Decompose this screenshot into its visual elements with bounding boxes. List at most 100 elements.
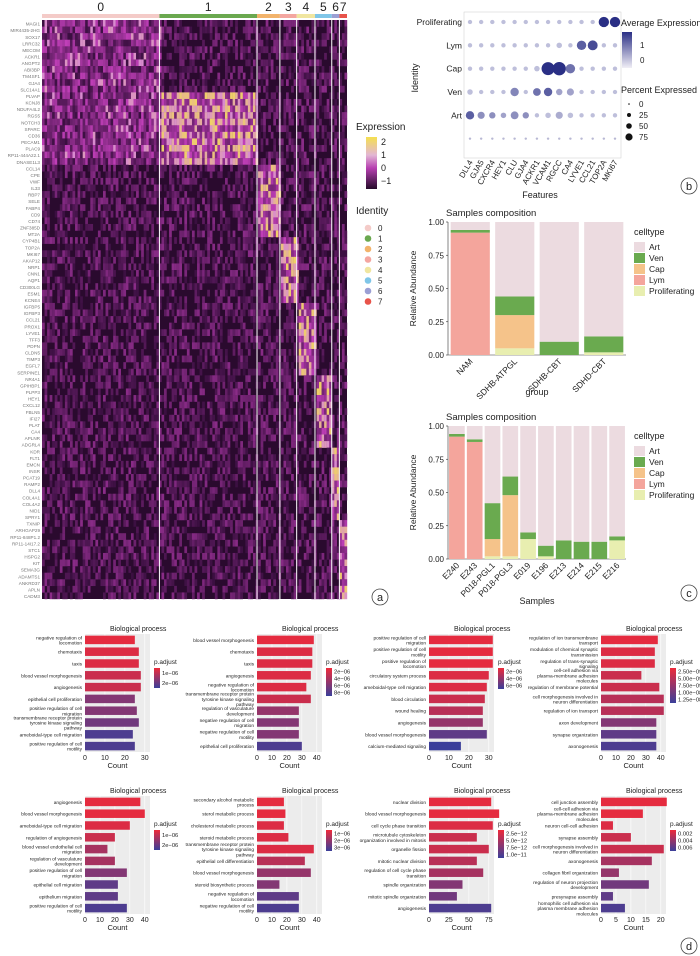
heatmap-cell — [268, 263, 271, 271]
heatmap-cell — [199, 118, 203, 126]
heatmap-cell — [273, 335, 277, 343]
heatmap-cell — [54, 125, 58, 133]
heatmap-cell — [85, 375, 88, 383]
heatmap-cell — [209, 164, 213, 172]
heatmap-cell — [166, 112, 170, 119]
heatmap-cell — [123, 408, 127, 415]
heatmap-cell — [311, 348, 315, 356]
heatmap-cell — [146, 414, 149, 422]
heatmap-cell — [263, 263, 266, 271]
heatmap-cell — [316, 289, 320, 297]
heatmap-cell — [108, 118, 111, 126]
heatmap-cell — [331, 105, 335, 113]
heatmap-cell — [222, 46, 226, 54]
heatmap-cell — [230, 427, 233, 435]
heatmap-cell — [227, 237, 231, 244]
heatmap-cell — [222, 401, 226, 409]
heatmap-cell — [199, 348, 203, 356]
heatmap-cell — [339, 408, 343, 415]
heatmap-cell — [306, 408, 310, 415]
heatmap-cell — [339, 52, 343, 60]
heatmap-cell — [184, 158, 188, 165]
heatmap-cell — [108, 408, 111, 415]
heatmap-cell — [103, 348, 106, 356]
heatmap-cell — [47, 362, 50, 369]
heatmap-cell — [80, 112, 83, 119]
heatmap-cell — [247, 79, 251, 86]
heatmap-cell — [52, 118, 55, 126]
heatmap-cell — [227, 145, 231, 152]
heatmap-cell — [311, 355, 315, 363]
heatmap-cell — [252, 270, 256, 277]
heatmap-cell — [125, 59, 129, 67]
heatmap-cell — [128, 85, 132, 93]
heatmap-cell — [62, 26, 66, 34]
heatmap-cell — [49, 164, 53, 172]
heatmap-cell — [77, 427, 81, 435]
heatmap-cell — [252, 158, 256, 165]
heatmap-cell — [341, 39, 345, 47]
heatmap-cell — [326, 375, 330, 383]
heatmap-cell — [108, 72, 111, 80]
heatmap-cell — [336, 309, 340, 317]
heatmap-cell — [67, 348, 71, 356]
heatmap-cell — [42, 191, 45, 198]
heatmap-cell — [171, 329, 175, 337]
heatmap-cell — [250, 26, 254, 34]
heatmap-cell — [62, 283, 66, 290]
heatmap-cell — [311, 329, 315, 337]
heatmap-cell — [67, 52, 71, 60]
heatmap-cell — [288, 26, 292, 34]
heatmap-cell — [273, 184, 277, 192]
heatmap-cell — [324, 158, 327, 165]
heatmap-cell — [199, 46, 203, 54]
heatmap-cell — [113, 362, 116, 369]
heatmap-cell — [331, 230, 335, 238]
heatmap-cell — [169, 112, 172, 119]
heatmap-cell — [298, 184, 302, 192]
heatmap-cell — [82, 131, 86, 139]
heatmap-cell — [133, 289, 137, 297]
heatmap-cell — [128, 39, 132, 47]
heatmap-cell — [161, 237, 165, 244]
heatmap-cell — [156, 401, 160, 409]
heatmap-cell — [105, 408, 109, 415]
heatmap-cell — [87, 52, 91, 60]
heatmap-cell — [316, 66, 320, 73]
heatmap-cell — [291, 33, 294, 40]
heatmap-cell — [326, 230, 330, 238]
heatmap-cell — [336, 237, 340, 244]
heatmap-cell — [334, 230, 338, 238]
heatmap-cell — [326, 98, 330, 106]
heatmap-cell — [174, 270, 177, 277]
heatmap-cell — [143, 276, 147, 284]
heatmap-cell — [59, 289, 63, 297]
heatmap-cell — [245, 230, 249, 238]
heatmap-cell — [133, 72, 137, 80]
heatmap-cell — [209, 112, 213, 119]
heatmap-cell — [184, 92, 188, 100]
heatmap-cell — [108, 79, 111, 86]
heatmap-cell — [138, 72, 142, 80]
heatmap-cell — [258, 368, 261, 376]
heatmap-cell — [115, 348, 119, 356]
heatmap-cell — [212, 329, 216, 337]
heatmap-cell — [324, 250, 327, 258]
heatmap-cell — [191, 164, 195, 172]
heatmap-cell — [329, 322, 332, 330]
heatmap-cell — [113, 296, 116, 304]
heatmap-cell — [324, 105, 327, 113]
heatmap-cell — [329, 388, 332, 396]
heatmap-cell — [176, 191, 180, 198]
heatmap-cell — [204, 131, 208, 139]
heatmap-cell — [258, 283, 261, 290]
heatmap-cell — [72, 72, 76, 80]
heatmap-cell — [95, 151, 99, 159]
heatmap-cell — [186, 204, 190, 212]
heatmap-cell — [202, 316, 205, 323]
heatmap-cell — [280, 171, 284, 179]
heatmap-cell — [179, 296, 182, 304]
heatmap-cell — [57, 98, 60, 106]
heatmap-cell — [265, 72, 269, 80]
heatmap-cell — [219, 112, 223, 119]
